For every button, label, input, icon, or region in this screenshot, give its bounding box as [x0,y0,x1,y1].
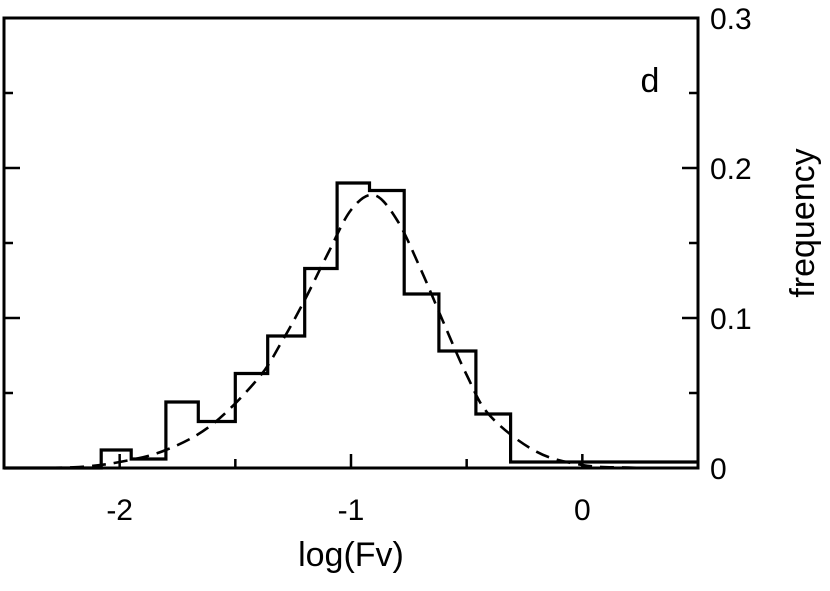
y-tick-label: 0 [710,453,727,486]
x-axis-title: log(Fv) [298,536,404,574]
gaussian-fit-curve [3,193,699,470]
x-tick-label: -2 [106,494,133,527]
histogram-bin [337,183,369,468]
y-tick-label: 0.1 [710,303,752,336]
histogram-bin [404,294,439,468]
y-tick-label: 0.3 [710,3,752,36]
histogram-step-line [4,181,698,470]
histogram-bin [476,414,511,468]
panel-label: d [641,62,660,100]
histogram-bin [370,191,405,469]
ticks-layer: -2 -1 0 0 0.1 0.2 0.3 [4,3,752,527]
histogram-bin [198,422,235,469]
plot-layer [3,181,699,470]
y-axis-title: frequency [784,148,822,297]
x-tick-label: 0 [574,494,591,527]
histogram-bin [166,402,198,468]
x-tick-label: -1 [338,494,365,527]
y-tick-label: 0.2 [710,153,752,186]
histogram-bin [439,351,476,468]
histogram-bin [305,269,337,469]
